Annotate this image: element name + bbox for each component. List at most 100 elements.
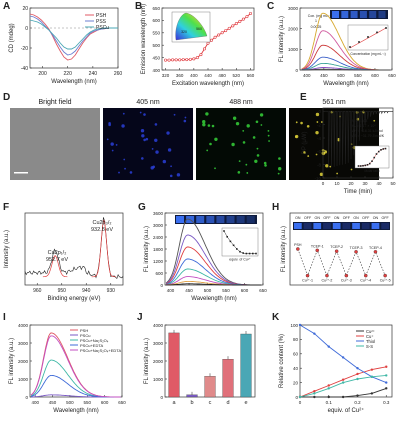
y-tick-label: 0 [160, 395, 163, 400]
fluorescent-dot [143, 138, 146, 142]
y-tick-label: 550 [152, 31, 160, 36]
data-point [373, 250, 378, 254]
data-point [370, 375, 374, 379]
data-point [356, 367, 359, 370]
data-point [255, 252, 257, 255]
x-axis-label: Wavelength (nm) [51, 79, 96, 85]
legend-label: PSS [96, 19, 107, 25]
y-tick-label: 60 [293, 352, 299, 357]
fluorescent-dot [202, 123, 206, 127]
y-tick-label: -8 [317, 162, 321, 167]
vial [303, 223, 312, 229]
x-tick-label: 0.3 [383, 400, 390, 405]
cie-inset: 320 560 [171, 11, 211, 43]
inset-label: 320 [181, 30, 187, 34]
fluorescent-dot [336, 172, 339, 175]
data-point [185, 58, 189, 62]
vial [361, 223, 370, 229]
x-tick-label: 650 [388, 73, 396, 78]
vial [341, 11, 349, 18]
x-tick-label: 500 [66, 400, 74, 405]
vial [350, 11, 358, 18]
image-label: Bright field [38, 99, 71, 106]
x-tick-label: 600 [371, 73, 379, 78]
data-point [223, 230, 225, 232]
data-point [217, 33, 221, 37]
fluorescent-dot [183, 119, 187, 123]
fluorescent-dot [211, 124, 215, 128]
y-axis-label: DP (μW) [302, 131, 308, 154]
category-label: TCEP-4 [369, 246, 382, 250]
x-tick-label: 240 [89, 71, 98, 77]
plot-frame [299, 324, 393, 398]
series-line [301, 56, 391, 71]
data-point [327, 345, 330, 348]
fluorescent-dot [245, 163, 248, 166]
data-point [226, 235, 228, 238]
x-axis-label: Excitation wavelength (nm) [172, 81, 244, 87]
state-label: ON [334, 216, 340, 220]
fluorescent-dot [151, 148, 154, 150]
x-axis-label: Time (min) [344, 189, 372, 195]
data-point [213, 35, 217, 39]
data-point [239, 250, 241, 253]
panel-c: 400 450 500 550 600 650 0 1000 2000 3000 Wavelengt… [279, 6, 396, 87]
fluorescent-dot [232, 116, 237, 120]
vial [332, 223, 341, 229]
y-axis-label: FL intensity (a.u.) [144, 338, 150, 384]
fluorescent-dot [307, 155, 310, 157]
fluorescent-dot [143, 113, 146, 116]
x-tick-label: 940 [82, 288, 91, 294]
x-tick-label: 550 [84, 400, 92, 405]
x-tick-label: 480 [218, 73, 226, 78]
fluorescent-dot [206, 149, 209, 152]
fluorescent-dot [176, 173, 181, 177]
x-tick-label: 560 [247, 73, 255, 78]
x-tick-label: 20 [348, 181, 354, 186]
y-tick-label: 3000 [153, 223, 164, 228]
panel-letter-F: F [3, 202, 9, 213]
x-axis-label: equiv. of Cu²⁺ [328, 407, 365, 414]
panel-letter-K: K [272, 312, 280, 323]
panel-letter-I: I [3, 312, 6, 323]
state-label: OFF [362, 216, 370, 220]
fluorescent-dot [255, 120, 259, 124]
y-tick-label: 3000 [153, 341, 164, 346]
data-point [383, 273, 387, 278]
legend-label: PSCu+Na₂S₂O₄+EDTA [80, 348, 121, 353]
fluorescent-dot [141, 157, 144, 160]
y-tick-label: 2000 [288, 26, 299, 31]
fluorescent-dot [214, 167, 216, 170]
data-point [366, 164, 369, 166]
y-tick-label: 1000 [288, 47, 299, 52]
fluorescent-dot [235, 121, 240, 126]
data-point [358, 41, 360, 43]
data-point [245, 252, 248, 255]
data-point [356, 372, 359, 376]
state-label: ON [353, 216, 359, 220]
data-point [313, 395, 316, 399]
data-point [385, 27, 387, 29]
y-tick-label: 0 [295, 395, 298, 400]
panel-e: 0 10 20 30 40 50 0 -2 -4 -6 -8 -10 Time (min) DP (μW)… [302, 107, 396, 195]
data-point [245, 15, 249, 19]
data-point [362, 164, 364, 167]
y-tick-label: 4000 [18, 323, 29, 328]
fluorescent-dot [350, 168, 353, 171]
vial-photo-strip [330, 10, 388, 19]
y-tick-label: 4000 [153, 323, 164, 328]
state-label: ON [373, 216, 379, 220]
data-point [375, 153, 378, 155]
y-tick-label: 0 [25, 26, 28, 32]
y-tick-label: 0 [160, 283, 163, 288]
panel-g: 400 450 500 550 600 650 0 600 1200 1800 2400 3000 36… [144, 211, 267, 302]
x-tick-label: 0 [322, 181, 325, 186]
vial [294, 223, 302, 229]
y-tick-label: 1000 [153, 377, 164, 382]
data-point [359, 165, 362, 167]
y-axis-label: FL intensity (a.u.) [279, 16, 285, 62]
y-tick-label: 40 [293, 366, 299, 371]
data-point [377, 150, 380, 153]
fluorescent-dot [306, 124, 310, 128]
x-tick-label: 520 [233, 73, 241, 78]
